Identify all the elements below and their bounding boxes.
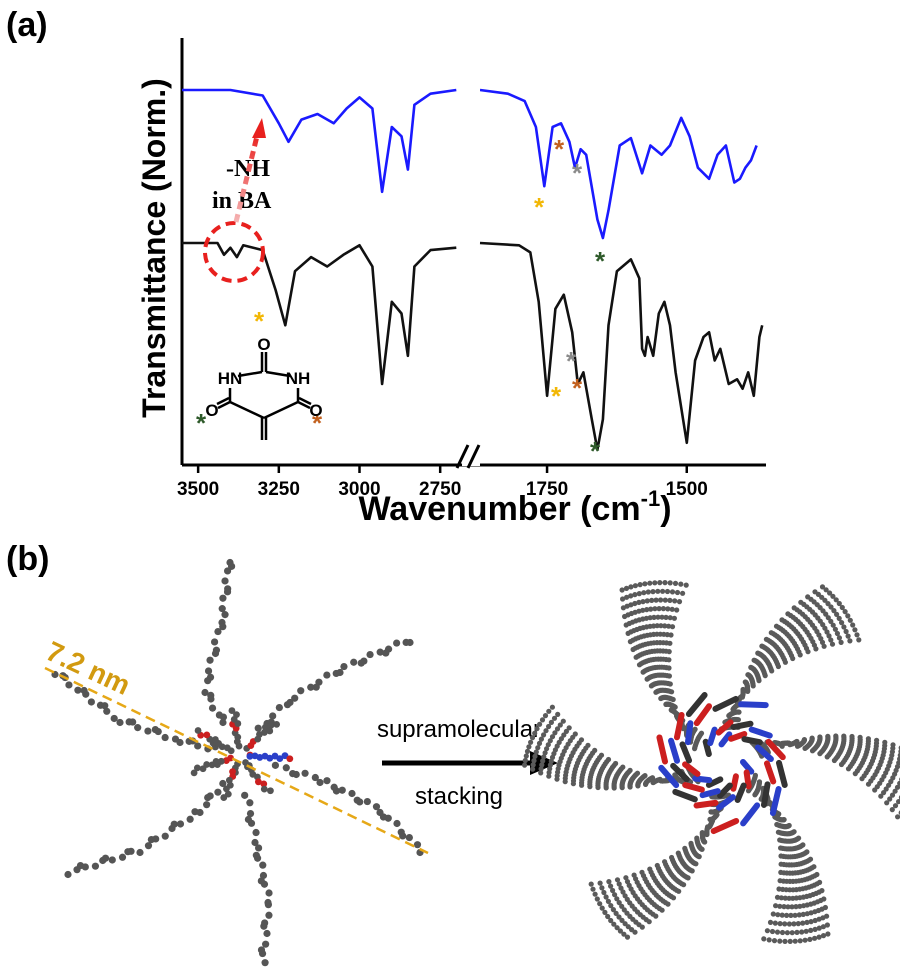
x-tick-label: 3500 <box>177 479 219 500</box>
dimension-label: 7.2 nm <box>41 635 134 701</box>
spectrum-series-1-segment-1 <box>479 241 764 452</box>
x-tick-label: 1750 <box>526 479 568 500</box>
x-tick-label: 3250 <box>258 479 300 500</box>
star-yellow-blue: * <box>534 192 545 222</box>
atom-o-right: O <box>309 401 322 420</box>
x-axis-label-main: Wavenumber (cm <box>358 490 640 528</box>
star-gray-blue: * <box>572 158 583 188</box>
panel-b-label: (b) <box>6 540 50 578</box>
ba-atoms: O HN NH O O <box>205 335 322 420</box>
stacked-assembly <box>522 580 900 944</box>
x-tick-label: 1500 <box>666 479 708 500</box>
star-orange-blue: * <box>554 134 565 164</box>
star-green-blue: * <box>595 246 606 276</box>
single-molecule <box>51 558 424 967</box>
panel-b-graphics: 7.2 nm supramolecular stacking <box>41 558 900 967</box>
axis-break-mark <box>455 440 481 469</box>
ba-structure <box>216 352 312 440</box>
x-axis-label-sup: -1 <box>641 486 661 511</box>
atom-hn: HN <box>218 369 243 388</box>
top-break-gap <box>466 70 480 110</box>
y-axis-label: Transmittance (Norm.) <box>136 78 172 418</box>
nh-arrow-shaft <box>233 131 261 223</box>
x-tick-label: 2750 <box>419 479 461 500</box>
spectrum-series-1-segment-0 <box>182 241 457 386</box>
atom-o-top: O <box>257 335 270 354</box>
dimension-line <box>44 666 429 855</box>
panel-a-label: (a) <box>6 6 48 44</box>
atom-o-left: O <box>205 401 218 420</box>
x-tick-label: 3000 <box>338 479 380 500</box>
spectrum-series-0-segment-0 <box>182 88 457 194</box>
nh-arrow-head <box>252 118 266 138</box>
star-yellow-struct: * <box>254 306 265 336</box>
star-orange-black: * <box>572 373 583 403</box>
ftir-chart: Transmittance (Norm.) 3500 3250 3000 2750 17… <box>136 38 766 528</box>
arrow-label-1: supramolecular <box>377 716 541 743</box>
star-gray-black: * <box>566 346 577 376</box>
x-ticks: 3500 3250 3000 2750 1750 1500 <box>177 465 708 500</box>
x-axis-label: Wavenumber (cm-1) <box>358 486 671 528</box>
star-orange-struct: * <box>312 408 323 438</box>
star-green-black: * <box>590 436 601 466</box>
star-green-struct: * <box>196 408 207 438</box>
peak-stars: * * * * * * * * * * * <box>196 134 606 466</box>
star-yellow-black: * <box>551 381 562 411</box>
arrow-label-2: stacking <box>415 783 503 810</box>
spectrum-series-0-segment-1 <box>479 88 758 240</box>
nh-highlight-circle <box>203 221 265 283</box>
spectra <box>182 88 764 452</box>
x-axis-label-close: ) <box>660 490 671 528</box>
atom-nh: NH <box>286 369 311 388</box>
